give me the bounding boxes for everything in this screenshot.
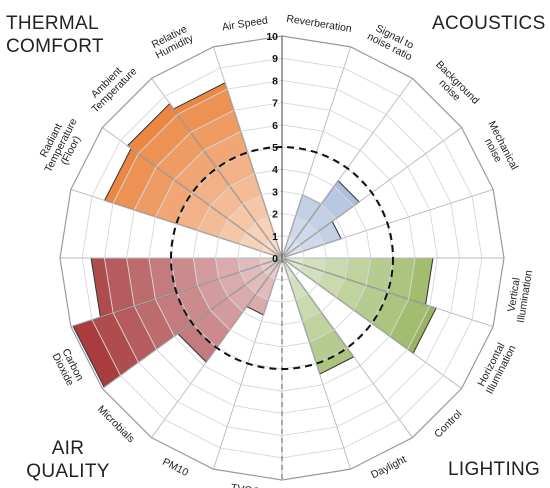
category-label: Microbials bbox=[95, 403, 137, 445]
category-label-line: Daylight bbox=[369, 453, 408, 481]
tick-label: 4 bbox=[272, 164, 278, 176]
grid-ring bbox=[192, 168, 372, 348]
category-label: Daylight bbox=[369, 453, 408, 481]
tick-label: 5 bbox=[272, 142, 278, 154]
category-label: TVOC bbox=[230, 482, 261, 488]
grid-ring bbox=[237, 213, 327, 303]
category-label-line: PM10 bbox=[160, 456, 190, 479]
category-label: Air Speed bbox=[221, 14, 269, 33]
category-label-line: Reverberation bbox=[286, 13, 353, 35]
group-title-air-quality: AIR QUALITY bbox=[26, 438, 110, 482]
group-title-thermal-comfort: THERMAL COMFORT bbox=[6, 13, 104, 57]
tick-label: 0 bbox=[272, 253, 278, 265]
reference-circle bbox=[170, 146, 394, 370]
category-label-line: Air Speed bbox=[221, 14, 269, 33]
category-label-line: Vertical bbox=[505, 277, 522, 313]
bar-background-noise bbox=[281, 179, 361, 259]
bar-daylight bbox=[281, 257, 355, 375]
group-title-lighting: LIGHTING bbox=[448, 459, 541, 480]
grid-ring bbox=[148, 124, 416, 392]
group-title-acoustics: ACOUSTICS bbox=[432, 13, 546, 34]
category-label: PM10 bbox=[160, 456, 190, 479]
tick-label: 10 bbox=[266, 31, 278, 43]
tick-label: 2 bbox=[272, 209, 278, 221]
grid-ring bbox=[103, 79, 461, 437]
category-label-line: Illumination bbox=[515, 269, 535, 323]
tick-label: 3 bbox=[272, 186, 278, 198]
grid-ring bbox=[59, 35, 505, 481]
tick-label: 9 bbox=[272, 53, 278, 65]
category-label: Reverberation bbox=[286, 13, 353, 35]
tick-label: 6 bbox=[272, 120, 278, 132]
tick-label: 1 bbox=[272, 231, 278, 243]
tick-label: 8 bbox=[272, 75, 278, 87]
tick-label: 7 bbox=[272, 98, 278, 110]
category-label-line: TVOC bbox=[230, 482, 261, 488]
category-label-line: Microbials bbox=[95, 403, 137, 445]
